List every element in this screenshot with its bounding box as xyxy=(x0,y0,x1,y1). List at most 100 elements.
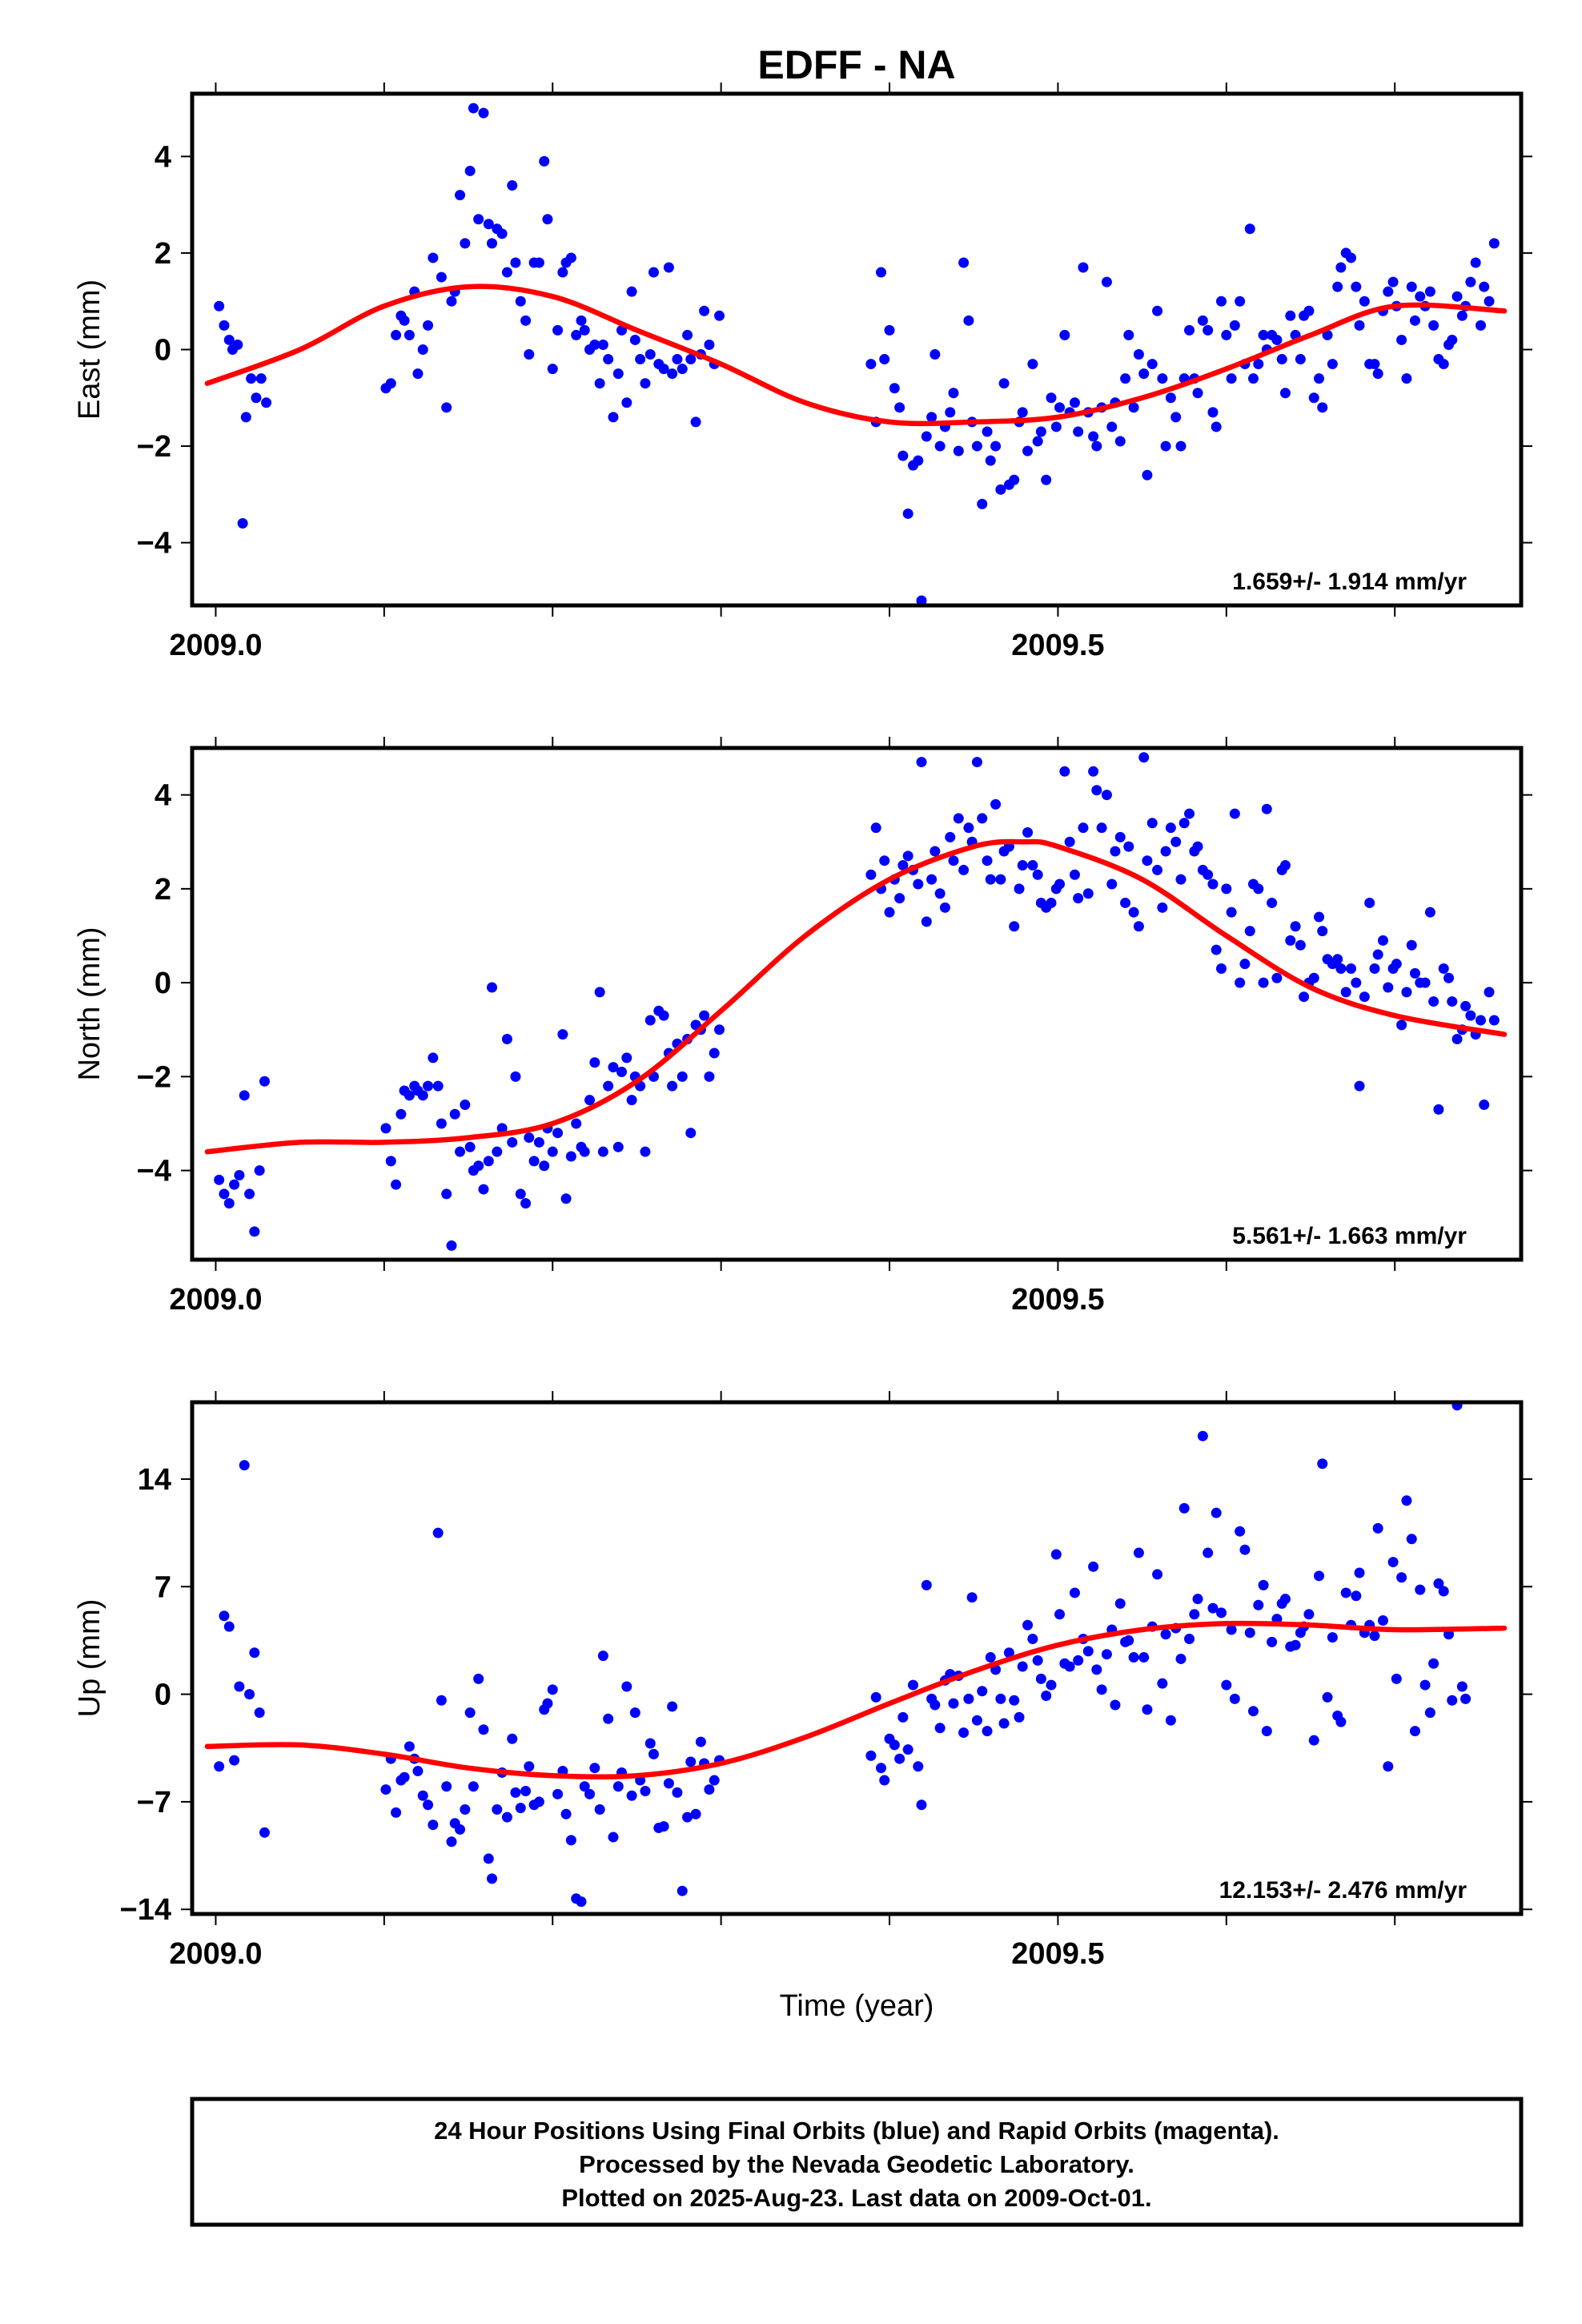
east-x-tick-label: 2009.0 xyxy=(169,629,262,662)
east-data-point xyxy=(594,378,605,389)
footer-line-3: Plotted on 2025-Aug-23. Last data on 200… xyxy=(561,2184,1151,2212)
east-data-point xyxy=(1244,223,1255,235)
up-data-point xyxy=(1267,1636,1278,1647)
up-data-point xyxy=(966,1592,978,1603)
east-data-point xyxy=(621,397,632,408)
east-data-point xyxy=(1009,474,1020,485)
east-y-tick-label: 0 xyxy=(155,334,171,368)
east-data-point xyxy=(995,484,1006,495)
up-data-point xyxy=(380,1784,391,1795)
up-data-point xyxy=(483,1853,494,1864)
east-data-point xyxy=(1332,281,1343,292)
north-data-point xyxy=(699,1010,710,1021)
east-data-point xyxy=(1175,440,1186,452)
north-data-point xyxy=(1123,841,1134,852)
north-data xyxy=(204,752,1508,1251)
up-data-point xyxy=(1424,1707,1435,1719)
east-data-point xyxy=(948,388,959,399)
east-data-point xyxy=(1359,296,1370,307)
north-data-point xyxy=(1088,766,1099,777)
up-data-point xyxy=(648,1748,659,1759)
north-data-point xyxy=(1364,897,1375,908)
up-data-point xyxy=(1184,1634,1195,1645)
east-data-point xyxy=(1235,296,1246,307)
east-data-point xyxy=(1221,329,1232,340)
east-data-point xyxy=(1088,431,1099,442)
up-data-point xyxy=(234,1681,245,1692)
up-data-point xyxy=(1258,1579,1269,1590)
north-data-point xyxy=(626,1095,637,1106)
north-data-point xyxy=(1064,836,1075,847)
east-data-point xyxy=(412,368,424,380)
east-data-point xyxy=(417,344,428,355)
up-data-point xyxy=(1064,1661,1075,1672)
north-x-tick-label: 2009.5 xyxy=(1011,1283,1104,1317)
east-data-point xyxy=(460,238,471,249)
north-data-point xyxy=(1046,897,1057,908)
up-data-point xyxy=(579,1781,590,1792)
up-data-point xyxy=(547,1684,558,1695)
north-data-point xyxy=(1078,822,1089,834)
north-data-point xyxy=(1447,996,1458,1007)
north-data-point xyxy=(492,1146,503,1157)
east-data-point xyxy=(1308,392,1319,404)
up-data-point xyxy=(1133,1547,1144,1558)
up-data-point xyxy=(644,1738,656,1749)
north-y-tick-label: 2 xyxy=(155,873,171,907)
east-data-point xyxy=(565,252,576,263)
footer-frame xyxy=(190,2097,1524,2227)
east-data-point xyxy=(557,267,568,278)
up-data-point xyxy=(902,1744,913,1755)
north-data-point xyxy=(1133,921,1144,932)
north-data-point xyxy=(608,1062,619,1073)
east-data-point xyxy=(658,364,669,375)
east-data-point xyxy=(1456,310,1468,321)
up-data-point xyxy=(478,1724,489,1735)
north-data-point xyxy=(1488,1015,1500,1026)
north-data-point xyxy=(916,757,927,768)
up-data-point xyxy=(214,1761,225,1772)
up-data-point xyxy=(1317,1458,1328,1470)
east-data-point xyxy=(232,339,243,350)
north-data-point xyxy=(939,902,950,913)
up-data-point xyxy=(963,1693,974,1704)
north-data-point xyxy=(995,874,1006,885)
up-y-tick-label: 7 xyxy=(155,1570,171,1604)
north-data-point xyxy=(644,1015,656,1026)
east-data-point xyxy=(261,397,272,408)
north-data-point xyxy=(223,1198,235,1209)
east-data-point xyxy=(897,450,909,461)
x-axis-label: Time (year) xyxy=(780,1989,934,2023)
up-data-point xyxy=(1160,1629,1171,1640)
north-data-point xyxy=(455,1146,466,1157)
north-data-point xyxy=(594,987,605,998)
east-data-point xyxy=(579,324,590,336)
east-data-point xyxy=(704,339,715,350)
north-data-point xyxy=(385,1156,396,1167)
north-data-point xyxy=(486,982,497,993)
east-data-point xyxy=(1406,281,1417,292)
north-data-point xyxy=(404,1090,415,1101)
north-data-point xyxy=(1346,963,1357,975)
north-data-point xyxy=(483,1156,494,1167)
up-data-point xyxy=(913,1761,924,1772)
up-data-point xyxy=(870,1691,881,1703)
up-data-point xyxy=(229,1755,240,1766)
up-data-point xyxy=(436,1695,447,1706)
north-y-tick-label: −2 xyxy=(137,1060,171,1094)
east-y-tick-label: −2 xyxy=(137,430,171,464)
east-data-point xyxy=(385,378,396,389)
up-data-point xyxy=(533,1796,544,1807)
north-data-point xyxy=(1299,991,1310,1003)
north-data-point xyxy=(1476,1015,1487,1026)
up-data-point xyxy=(1073,1655,1084,1666)
north-data-point xyxy=(704,1071,715,1082)
up-data-point xyxy=(223,1621,235,1632)
up-data-point xyxy=(1189,1609,1200,1620)
east-data-point xyxy=(1396,334,1407,345)
up-data-point xyxy=(608,1831,619,1843)
up-data-point xyxy=(1091,1664,1102,1675)
east-data-point xyxy=(547,364,558,375)
north-data-point xyxy=(1314,911,1325,923)
